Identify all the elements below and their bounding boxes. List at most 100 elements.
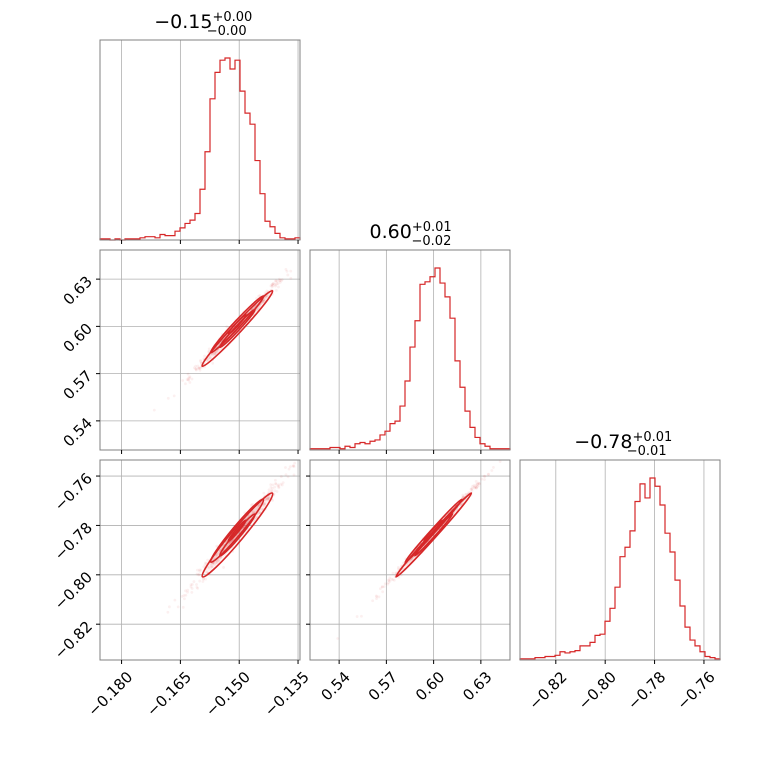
sample-point	[192, 580, 196, 583]
sample-point	[166, 396, 170, 400]
sample-point	[275, 490, 279, 493]
sample-point	[245, 520, 249, 524]
sample-point	[195, 572, 199, 576]
sample-point	[201, 580, 205, 583]
sample-point	[266, 497, 269, 501]
x-tick-label: 0.63	[459, 668, 495, 704]
sample-point	[263, 498, 267, 502]
sample-point	[263, 502, 267, 506]
sample-point	[274, 284, 277, 288]
title-minus: −0.02	[412, 234, 452, 249]
x-tick-label: −0.180	[84, 668, 136, 720]
sample-point	[207, 347, 211, 351]
sample-point	[409, 559, 413, 563]
sample-point	[467, 491, 471, 494]
sample-point	[213, 353, 217, 357]
sample-point	[213, 352, 217, 355]
sample-point	[190, 590, 194, 594]
sample-point	[213, 562, 217, 566]
sample-point	[195, 568, 199, 572]
sample-point	[499, 455, 502, 458]
sample-point	[265, 497, 269, 501]
x-tick-label: −0.165	[143, 668, 195, 720]
sample-point	[207, 566, 211, 570]
sample-point	[383, 582, 387, 586]
sample-point	[258, 294, 262, 297]
sample-point	[186, 590, 189, 594]
sample-point	[371, 599, 375, 603]
sample-point	[274, 283, 278, 287]
sample-point	[284, 473, 288, 477]
sample-point	[286, 273, 290, 277]
title-minus: −0.01	[627, 444, 667, 459]
sample-point	[270, 283, 274, 287]
sample-point	[471, 484, 475, 488]
panel-frame	[309, 459, 511, 661]
sample-point	[268, 496, 271, 500]
sample-point	[381, 590, 385, 594]
sample-point	[166, 610, 170, 614]
contour-line	[395, 492, 473, 578]
panel-title-1: 0.60+0.01	[370, 220, 452, 243]
sample-point	[270, 489, 274, 493]
scatter-panel-0-1: 0.54 0.57 0.60 0.63	[60, 249, 301, 454]
sample-point	[267, 495, 271, 499]
y-tick-label: 0.60	[60, 320, 96, 356]
sample-point	[477, 481, 480, 485]
sample-point	[375, 595, 379, 599]
x-tick-label: −0.78	[624, 668, 669, 713]
sample-point	[275, 279, 279, 283]
sample-point	[470, 486, 474, 490]
sample-point	[455, 508, 459, 512]
sample-point	[258, 511, 262, 515]
sample-point	[274, 482, 278, 485]
sample-point	[265, 496, 269, 500]
sample-point	[203, 354, 207, 358]
sample-point	[222, 566, 225, 569]
sample-point	[180, 595, 184, 598]
x-tick-label: −0.76	[673, 668, 718, 713]
sample-point	[198, 579, 202, 583]
contour-line	[404, 498, 463, 564]
x-tick-label: 0.54	[318, 668, 354, 704]
sample-point	[355, 615, 359, 618]
sample-point	[252, 510, 255, 513]
sample-point	[267, 496, 271, 500]
sample-point	[188, 376, 192, 380]
sample-point	[172, 394, 176, 398]
sample-point	[490, 469, 494, 472]
sample-point	[374, 594, 378, 598]
sample-point	[269, 489, 273, 492]
sample-point	[274, 279, 278, 283]
sample-point	[280, 483, 284, 487]
sample-point	[277, 486, 281, 490]
sample-point	[473, 486, 476, 490]
sample-point	[195, 368, 198, 372]
sample-point	[197, 573, 201, 577]
sample-point	[152, 408, 156, 412]
sample-point	[264, 498, 267, 502]
title-plus: +0.01	[412, 220, 452, 235]
sample-point	[194, 364, 198, 368]
sample-point	[264, 296, 268, 299]
sample-point	[262, 491, 266, 495]
panel-title-0: −0.15+0.00	[154, 10, 252, 33]
sample-point	[464, 492, 468, 496]
sample-point	[184, 382, 187, 386]
sample-point	[214, 553, 218, 557]
sample-point	[480, 477, 484, 481]
sample-point	[394, 571, 398, 575]
sample-point	[464, 493, 468, 497]
sample-point	[390, 577, 394, 581]
sample-point	[189, 585, 193, 589]
sample-point	[214, 561, 218, 565]
sample-point	[271, 499, 275, 502]
sample-point	[470, 489, 474, 492]
y-tick-label: 0.63	[60, 272, 96, 308]
sample-point	[267, 488, 271, 492]
sample-point	[263, 291, 267, 295]
panel-title-2: −0.78+0.01	[574, 430, 672, 453]
title-plus: +0.00	[212, 10, 252, 25]
sample-point	[474, 485, 478, 489]
